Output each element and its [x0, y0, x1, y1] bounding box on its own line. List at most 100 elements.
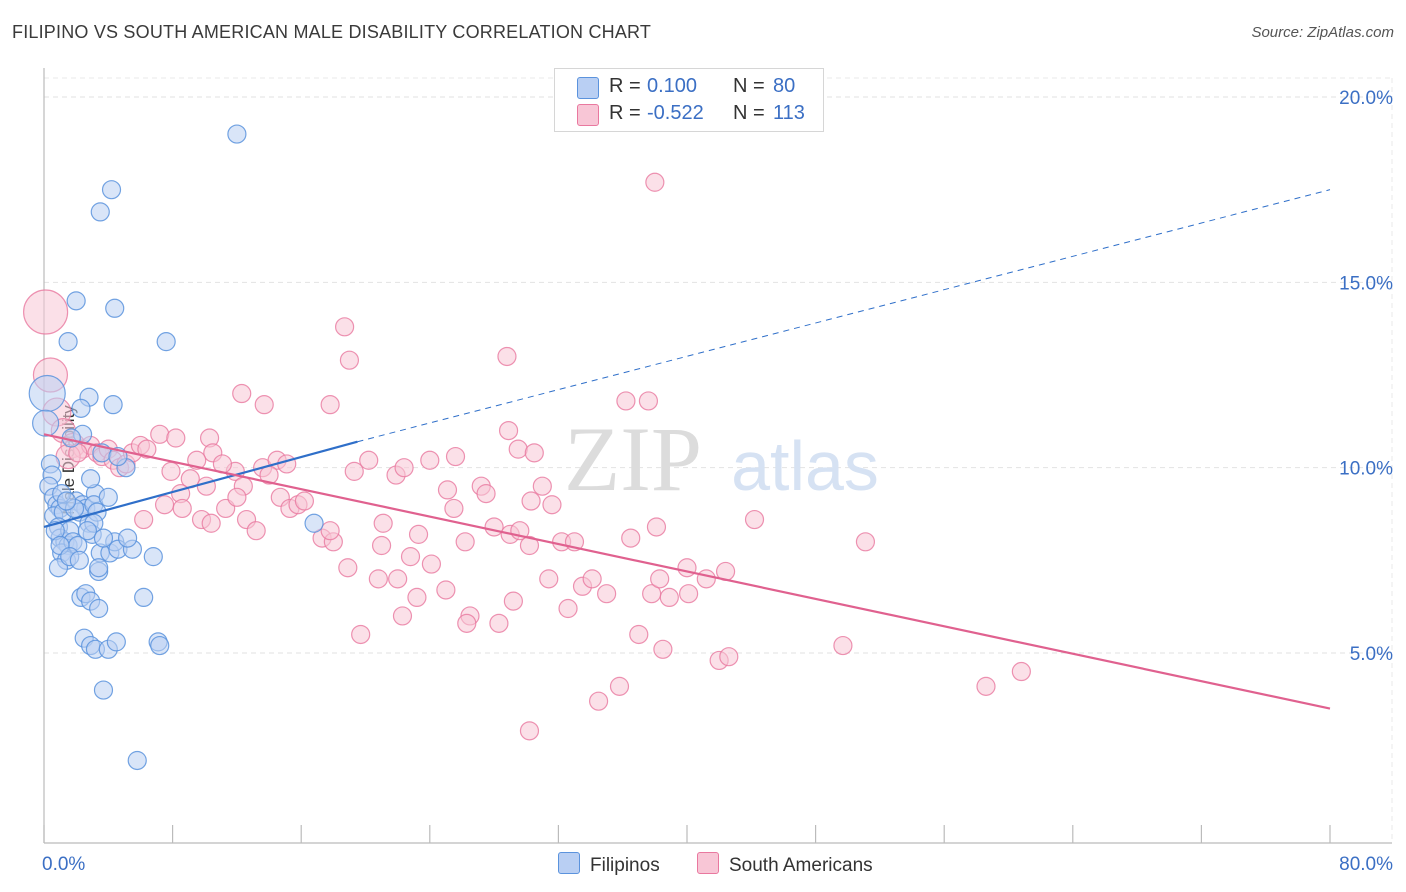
filipinos-point: [93, 528, 114, 548]
south-americans-point: [696, 569, 716, 589]
south-americans-point: [484, 517, 504, 537]
south-americans-trend-line: [43, 433, 1331, 710]
n-value: 113: [773, 102, 805, 124]
filipinos-point: [58, 332, 78, 352]
filipinos-trend-line: [43, 440, 358, 529]
south-americans-point: [359, 450, 379, 470]
south-americans-point: [539, 569, 559, 589]
south-americans-point: [744, 509, 765, 530]
filipinos-point: [93, 680, 114, 700]
legend-swatch-blue: [577, 77, 599, 99]
south-americans-point: [371, 535, 392, 556]
south-americans-point: [497, 346, 517, 367]
south-americans-point: [420, 450, 440, 470]
south-americans-point: [227, 487, 247, 507]
legend-filipinos: Filipinos: [558, 852, 660, 877]
filipinos-point: [304, 513, 324, 533]
legend-south-americans-label: South Americans: [729, 855, 873, 876]
south-americans-point: [521, 491, 541, 511]
south-americans-point: [588, 691, 609, 711]
south-americans-point: [503, 591, 523, 611]
n-value: 80: [773, 75, 796, 97]
south-americans-point: [400, 547, 421, 567]
south-americans-point: [457, 613, 477, 633]
grid-lines: [44, 77, 1393, 843]
south-americans-point: [519, 721, 540, 741]
south-americans-point: [23, 289, 69, 335]
r-label: R =: [609, 75, 641, 97]
filipinos-point: [134, 587, 154, 608]
south-americans-point: [373, 513, 393, 533]
south-americans-point: [855, 532, 876, 552]
south-americans-point: [489, 613, 509, 633]
legend-filipinos-label: Filipinos: [590, 855, 660, 876]
south-americans-point: [421, 554, 442, 574]
south-americans-point: [542, 495, 562, 515]
south-americans-point: [638, 391, 659, 411]
south-americans-point: [394, 458, 414, 478]
south-americans-point: [445, 446, 466, 467]
axes: [43, 68, 1392, 844]
watermark-zip: ZIP: [564, 408, 702, 510]
y-tick-label-0: 5.0%: [1350, 644, 1393, 665]
south-americans-point: [339, 350, 360, 370]
filipinos-point: [56, 491, 77, 511]
filipinos-point: [156, 332, 176, 352]
filipinos-point: [227, 124, 247, 144]
south-americans-point: [392, 606, 413, 626]
legend-south-americans: South Americans: [697, 852, 873, 877]
filipinos-point: [32, 409, 60, 437]
filipinos-point: [28, 374, 66, 413]
south-americans-point: [646, 517, 667, 537]
y-tick-label-3: 20.0%: [1339, 88, 1393, 109]
south-americans-point: [476, 484, 496, 504]
south-americans-point: [172, 498, 192, 519]
south-americans-point: [659, 587, 679, 608]
south-americans-point: [388, 569, 408, 589]
south-americans-point: [137, 439, 157, 459]
filipinos-point: [106, 632, 126, 652]
south-americans-point: [976, 676, 996, 696]
r-value: 0.100: [647, 75, 698, 97]
trend-lines: [43, 189, 1331, 710]
south-americans-point: [444, 498, 464, 519]
south-americans-point: [187, 450, 207, 470]
south-americans-point: [196, 476, 216, 496]
filipinos-point: [150, 635, 170, 656]
filipinos-point: [103, 395, 123, 415]
south-americans-point: [150, 424, 170, 444]
south-americans-point: [645, 172, 665, 192]
south-americans-point: [320, 395, 340, 415]
south-americans-point: [679, 584, 699, 604]
south-americans-point: [436, 580, 456, 600]
south-americans-point: [351, 624, 371, 645]
south-americans-point: [677, 558, 697, 578]
filipinos-point: [77, 521, 98, 541]
south-americans-point: [201, 513, 221, 533]
south-americans-point: [582, 569, 602, 589]
south-americans-point: [524, 443, 544, 463]
filipinos-point: [81, 469, 101, 489]
south-americans-point: [597, 584, 617, 604]
south-americans-point: [134, 509, 154, 530]
r-label: R =: [609, 102, 641, 124]
south-americans-point: [407, 587, 427, 608]
filipinos-point: [127, 750, 147, 771]
x-tick-label-min: 0.0%: [42, 854, 86, 875]
south-americans-point: [833, 635, 853, 656]
r-value: -0.522: [647, 102, 704, 124]
filipinos-point: [105, 298, 125, 318]
filipinos-point: [69, 550, 89, 570]
source-label: Source: ZipAtlas.com: [1251, 24, 1394, 41]
south-americans-point: [437, 480, 458, 500]
filipinos-point: [66, 291, 86, 311]
south-americans-point: [642, 584, 662, 604]
y-tick-label-2: 15.0%: [1339, 273, 1393, 294]
watermark: ZIP atlas: [564, 408, 879, 510]
south-americans-point: [344, 461, 364, 481]
south-americans-point: [629, 624, 649, 645]
legend-swatch-blue: [558, 852, 580, 874]
x-tick-label-max: 80.0%: [1339, 854, 1393, 875]
south-americans-point: [508, 439, 528, 459]
